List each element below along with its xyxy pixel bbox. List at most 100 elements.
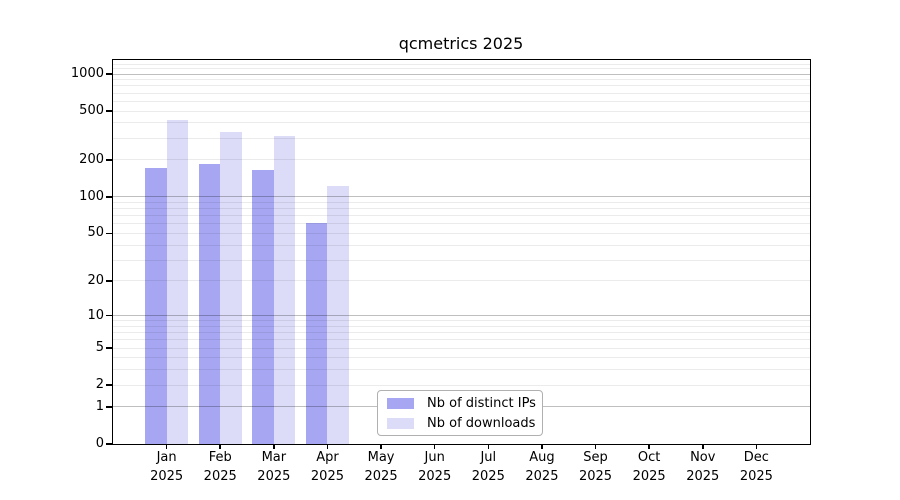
- plot-area: [113, 60, 810, 444]
- x-tick-label-month: Feb: [208, 450, 232, 465]
- x-tick: [326, 444, 329, 449]
- y-gridline-minor: [113, 201, 810, 203]
- bar-apr-downloads: [327, 185, 349, 444]
- y-gridline-major: [113, 196, 810, 198]
- y-gridline-minor: [113, 68, 810, 70]
- x-tick: [594, 444, 597, 449]
- chart-title: qcmetrics 2025: [398, 34, 524, 53]
- x-tick-label: Feb 2025: [188, 449, 252, 486]
- x-tick: [433, 444, 436, 449]
- y-gridline-minor: [113, 332, 810, 334]
- x-tick-label-month: Dec: [743, 450, 769, 465]
- y-gridline-minor: [113, 100, 810, 102]
- y-gridline-major: [113, 315, 810, 317]
- x-tick-label: Dec 2025: [724, 449, 788, 486]
- x-tick-label: Jun 2025: [403, 449, 467, 486]
- x-tick-label: May 2025: [349, 449, 413, 486]
- x-tick-label-year: 2025: [686, 468, 720, 484]
- x-tick: [541, 444, 543, 449]
- y-gridline-minor: [113, 325, 810, 327]
- x-tick: [165, 444, 168, 449]
- y-gridline-minor: [113, 85, 810, 87]
- x-tick-label-year: 2025: [310, 468, 344, 484]
- x-tick-label-year: 2025: [739, 468, 773, 484]
- y-gridline-major: [113, 73, 810, 75]
- y-gridline-minor: [113, 232, 810, 234]
- x-tick: [273, 444, 275, 449]
- x-tick-label: Nov 2025: [671, 449, 735, 486]
- y-tick: [106, 443, 112, 445]
- legend: Nb of distinct IPs Nb of downloads: [377, 390, 543, 436]
- x-tick-label: Aug 2025: [510, 449, 574, 486]
- legend-swatch-distinct-ips: [387, 397, 414, 409]
- y-gridline-minor: [113, 347, 810, 349]
- x-tick-label-month: Jan: [156, 450, 177, 465]
- y-tick: [106, 73, 112, 75]
- x-tick-label: Mar 2025: [242, 449, 306, 486]
- x-tick: [648, 444, 650, 449]
- legend-label-downloads: Nb of downloads: [427, 415, 536, 431]
- y-gridline-minor: [113, 79, 810, 81]
- bar-feb-downloads: [220, 131, 242, 444]
- x-tick-label-month: Apr: [316, 450, 339, 465]
- y-tick: [106, 280, 112, 282]
- bar-mar-downloads: [273, 136, 296, 444]
- x-tick: [487, 444, 490, 449]
- y-tick: [106, 347, 112, 349]
- x-tick-label-month: Aug: [529, 450, 555, 465]
- y-gridline-minor: [113, 92, 810, 94]
- y-gridline-minor: [113, 280, 810, 282]
- x-tick-label-year: 2025: [471, 468, 505, 484]
- bar-jan-ips: [145, 167, 167, 444]
- x-tick-label-month: Jul: [480, 450, 497, 465]
- bar-mar-ips: [252, 169, 274, 444]
- y-tick-label: 2: [95, 377, 104, 393]
- x-tick-label-year: 2025: [364, 468, 398, 484]
- y-tick-label: 1: [95, 398, 104, 414]
- legend-label-distinct-ips: Nb of distinct IPs: [427, 395, 536, 411]
- y-tick: [106, 384, 112, 386]
- y-gridline-minor: [113, 110, 810, 112]
- x-tick-label-year: 2025: [203, 468, 237, 484]
- x-tick: [702, 444, 704, 449]
- x-tick-label: Apr 2025: [295, 449, 359, 486]
- x-tick-label-year: 2025: [150, 468, 184, 484]
- x-tick-label-month: Nov: [690, 450, 716, 465]
- y-tick: [106, 110, 112, 112]
- bar-feb-ips: [198, 164, 221, 444]
- y-gridline-minor: [113, 159, 810, 161]
- y-gridline-minor: [113, 215, 810, 217]
- y-tick: [106, 406, 112, 408]
- x-tick-label-month: Sep: [583, 450, 608, 465]
- y-gridline-minor: [113, 320, 810, 322]
- y-tick-label: 200: [79, 151, 104, 167]
- x-tick-label-year: 2025: [257, 468, 291, 484]
- x-tick-label-month: May: [367, 450, 395, 465]
- y-gridline-minor: [113, 259, 810, 261]
- x-tick-label-month: Jun: [424, 450, 445, 465]
- x-tick-label: Oct 2025: [617, 449, 681, 486]
- x-tick: [380, 444, 382, 449]
- y-gridline-minor: [113, 339, 810, 341]
- y-tick-label: 500: [79, 103, 104, 119]
- y-gridline-minor: [113, 208, 810, 210]
- y-tick: [106, 232, 112, 235]
- y-gridline-minor: [113, 122, 810, 124]
- x-tick: [219, 444, 221, 449]
- y-gridline-minor: [113, 63, 810, 65]
- x-tick-label-year: 2025: [632, 468, 666, 484]
- x-tick-label-month: Mar: [261, 450, 287, 465]
- y-tick-label: 100: [79, 188, 104, 204]
- x-tick-label: Jan 2025: [135, 449, 199, 486]
- y-tick-label: 0: [95, 436, 104, 451]
- y-gridline-minor: [113, 223, 810, 225]
- bar-jan-downloads: [166, 120, 189, 444]
- y-gridline-minor: [113, 357, 810, 359]
- legend-entry-downloads: Nb of downloads: [378, 414, 542, 432]
- y-tick-label: 10: [87, 307, 104, 323]
- y-tick-label: 1000: [70, 66, 104, 81]
- y-gridline-minor: [113, 384, 810, 386]
- x-tick: [755, 444, 758, 449]
- x-tick-label-year: 2025: [525, 468, 559, 484]
